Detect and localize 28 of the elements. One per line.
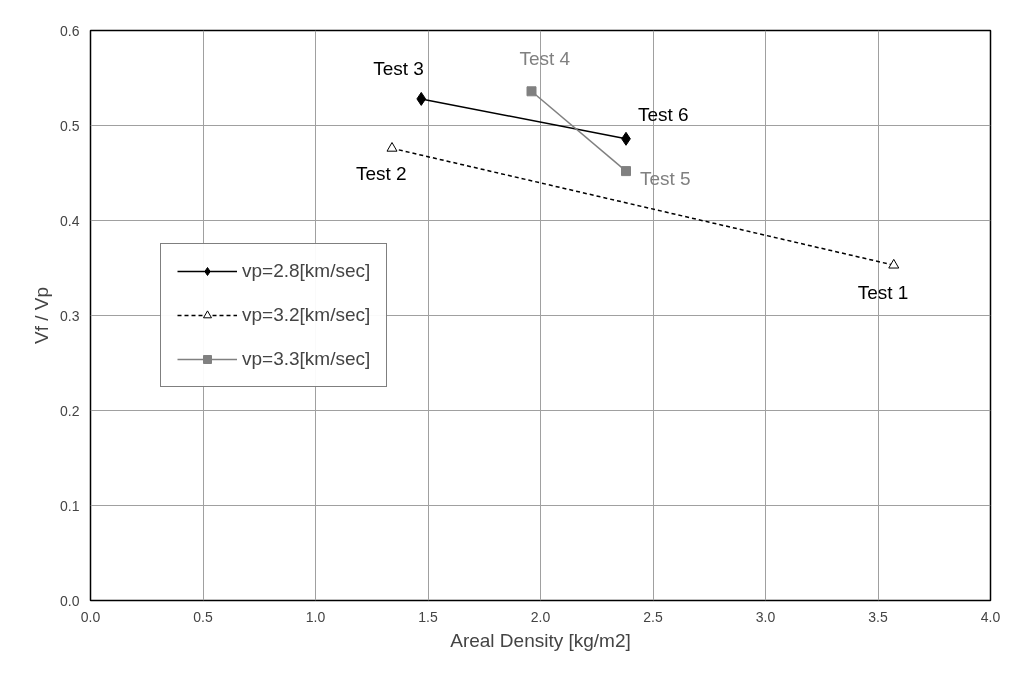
x-tick-label: 3.5	[868, 608, 888, 625]
y-tick-label: 0.4	[60, 212, 80, 229]
y-tick-label: 0.2	[60, 402, 80, 419]
point	[416, 91, 427, 106]
x-tick-label: 1.0	[305, 608, 326, 625]
point	[526, 86, 537, 97]
annotation: Test 6	[638, 103, 689, 125]
y-tick-label: 0.6	[60, 22, 80, 39]
y-tick-label: 0.3	[60, 307, 80, 324]
y-tick-label: 0.5	[60, 117, 80, 134]
legend-label: vp=3.3[km/sec]	[242, 348, 371, 370]
x-tick-label: 0.0	[80, 608, 101, 625]
x-tick-label: 1.5	[418, 608, 438, 625]
legend-label: vp=3.2[km/sec]	[242, 304, 371, 326]
point	[621, 166, 631, 177]
annotation: Test 1	[857, 282, 909, 304]
annotation: Test 2	[356, 163, 407, 185]
annotation: Test 3	[373, 57, 424, 79]
x-axis-title: Areal Density [kg/m2]	[450, 629, 631, 651]
x-tick-label: 2.0	[530, 608, 551, 625]
x-tick-label: 0.5	[193, 608, 213, 625]
x-tick-label: 2.5	[643, 608, 663, 625]
x-tick-label: 4.0	[980, 608, 1001, 625]
y-tick-label: 0.0	[60, 592, 80, 609]
legend-label: vp=2.8[km/sec]	[242, 260, 371, 282]
y-tick-label: 0.1	[60, 497, 80, 514]
x-tick-label: 3.0	[755, 608, 776, 625]
y-axis-title: Vf / Vp	[31, 286, 53, 345]
